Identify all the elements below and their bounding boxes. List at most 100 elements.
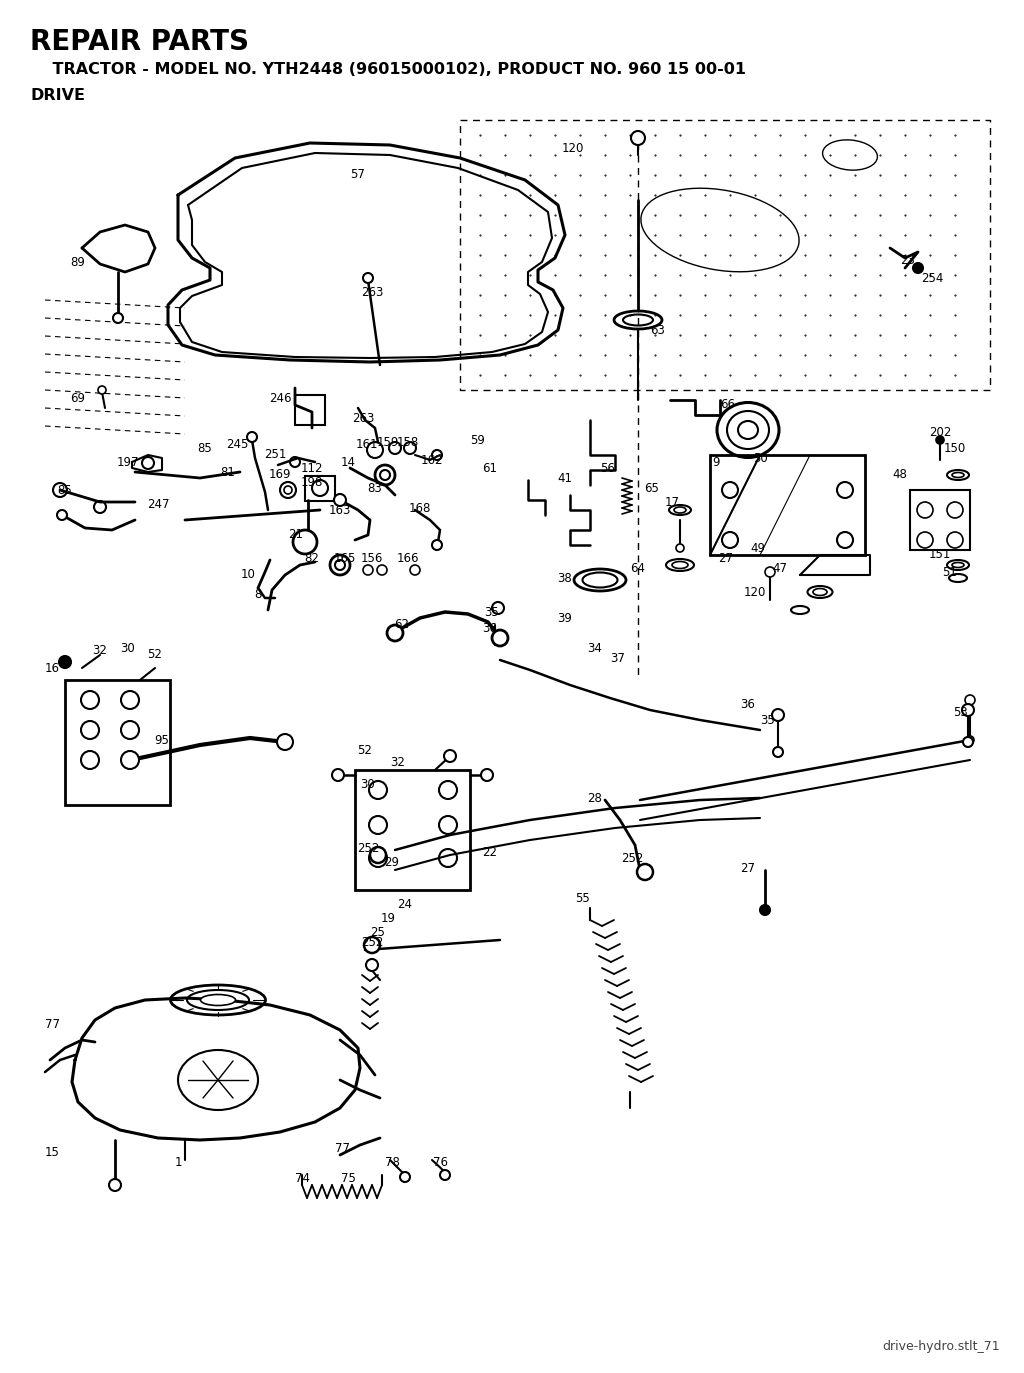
Text: TRACTOR - MODEL NO. YTH2448 (96015000102), PRODUCT NO. 960 15 00-01: TRACTOR - MODEL NO. YTH2448 (96015000102… — [30, 62, 746, 77]
Text: 69: 69 — [71, 391, 85, 405]
Text: 14: 14 — [341, 456, 355, 468]
Text: 27: 27 — [719, 552, 733, 564]
Circle shape — [631, 130, 645, 146]
Text: 89: 89 — [71, 255, 85, 269]
Text: 251: 251 — [264, 449, 286, 461]
Text: 36: 36 — [740, 699, 756, 711]
Circle shape — [366, 958, 378, 971]
Text: 202: 202 — [929, 426, 951, 438]
Text: 25: 25 — [371, 925, 385, 939]
Text: 158: 158 — [397, 437, 419, 449]
Bar — [305, 476, 335, 501]
Text: 77: 77 — [335, 1141, 349, 1155]
Text: 245: 245 — [226, 438, 248, 452]
Text: 36: 36 — [482, 622, 498, 634]
Text: 74: 74 — [295, 1171, 309, 1185]
Text: 112: 112 — [301, 461, 324, 475]
Text: 9: 9 — [713, 456, 720, 468]
Text: 30: 30 — [360, 778, 376, 791]
Text: 63: 63 — [650, 324, 666, 336]
Bar — [355, 770, 470, 890]
Circle shape — [362, 273, 373, 283]
Circle shape — [492, 601, 504, 614]
Text: 252: 252 — [621, 851, 643, 865]
Text: 34: 34 — [588, 641, 602, 655]
Text: 56: 56 — [600, 461, 615, 475]
Text: 41: 41 — [557, 471, 572, 485]
Circle shape — [387, 625, 403, 641]
Text: 76: 76 — [432, 1156, 447, 1168]
Bar — [910, 490, 970, 551]
Text: 30: 30 — [121, 641, 135, 655]
Circle shape — [59, 656, 71, 669]
Circle shape — [109, 1179, 121, 1190]
Circle shape — [278, 735, 293, 750]
Text: 32: 32 — [92, 644, 108, 656]
Circle shape — [760, 905, 770, 914]
Text: 75: 75 — [341, 1171, 355, 1185]
Bar — [295, 395, 325, 426]
Circle shape — [293, 530, 317, 553]
Circle shape — [772, 708, 784, 721]
Text: 21: 21 — [289, 529, 303, 541]
Circle shape — [410, 566, 420, 575]
Text: 29: 29 — [384, 855, 399, 869]
Circle shape — [963, 737, 973, 747]
Circle shape — [377, 566, 387, 575]
Text: 23: 23 — [900, 254, 915, 266]
Text: drive-hydro.stlt_71: drive-hydro.stlt_71 — [883, 1340, 1000, 1352]
Circle shape — [432, 540, 442, 551]
Ellipse shape — [201, 994, 236, 1005]
Circle shape — [965, 695, 975, 704]
Ellipse shape — [738, 422, 758, 439]
Text: 151: 151 — [929, 548, 951, 562]
Text: 82: 82 — [304, 552, 319, 564]
Circle shape — [98, 386, 106, 394]
Text: 78: 78 — [385, 1156, 399, 1168]
Text: 165: 165 — [334, 552, 356, 564]
Bar — [65, 680, 170, 805]
Text: 27: 27 — [740, 861, 756, 875]
Circle shape — [334, 494, 346, 507]
Text: 51: 51 — [942, 566, 957, 578]
Circle shape — [773, 747, 783, 757]
Text: 252: 252 — [360, 935, 383, 949]
Circle shape — [637, 864, 653, 880]
Text: 62: 62 — [394, 618, 410, 632]
Text: 24: 24 — [397, 898, 413, 912]
Text: 166: 166 — [396, 552, 419, 564]
Circle shape — [962, 704, 974, 715]
Text: 55: 55 — [574, 891, 590, 905]
Text: 159: 159 — [377, 437, 399, 449]
Text: 1: 1 — [174, 1156, 181, 1168]
Circle shape — [481, 769, 493, 781]
Text: 263: 263 — [360, 286, 383, 298]
Text: 150: 150 — [944, 442, 966, 454]
Circle shape — [364, 936, 380, 953]
Circle shape — [400, 1173, 410, 1182]
Text: 61: 61 — [482, 461, 498, 475]
Circle shape — [332, 769, 344, 781]
Text: 162: 162 — [421, 453, 443, 467]
Text: 77: 77 — [44, 1019, 59, 1031]
Text: 48: 48 — [893, 468, 907, 482]
Text: 65: 65 — [644, 482, 659, 494]
Text: 50: 50 — [753, 452, 767, 464]
Circle shape — [936, 437, 944, 443]
Text: 38: 38 — [558, 571, 572, 585]
Circle shape — [966, 736, 974, 744]
Text: 168: 168 — [409, 501, 431, 515]
Text: 246: 246 — [268, 391, 291, 405]
Text: 252: 252 — [356, 842, 379, 854]
Text: 37: 37 — [610, 652, 626, 665]
Text: 10: 10 — [241, 568, 255, 582]
Text: 120: 120 — [562, 141, 584, 155]
Text: 57: 57 — [350, 169, 366, 181]
Text: 35: 35 — [484, 605, 500, 618]
Text: 85: 85 — [57, 483, 73, 497]
Text: 28: 28 — [588, 791, 602, 805]
Circle shape — [247, 432, 257, 442]
Text: 53: 53 — [952, 706, 968, 718]
Text: 35: 35 — [761, 714, 775, 726]
Circle shape — [913, 264, 923, 273]
